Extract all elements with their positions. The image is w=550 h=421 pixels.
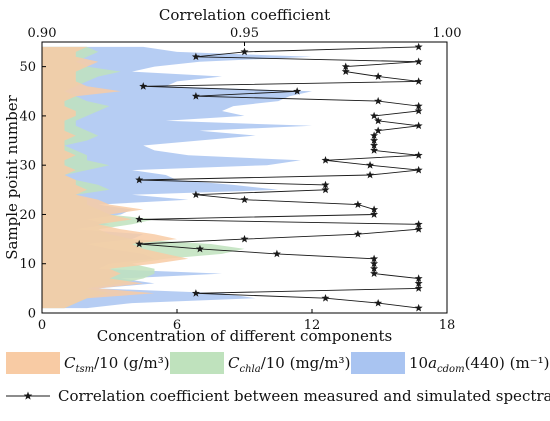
correlation-point (321, 156, 330, 164)
left-tick-label: 50 (19, 60, 36, 75)
correlation-point (366, 170, 375, 179)
correlation-point (414, 165, 423, 174)
correlation-point (370, 210, 379, 218)
correlation-point (353, 229, 362, 238)
correlation-point (191, 52, 200, 61)
correlation-point (135, 215, 144, 223)
legend-swatch-cdom (351, 352, 405, 374)
correlation-point (370, 205, 379, 213)
left-tick-label: 30 (19, 159, 36, 174)
correlation-point (374, 126, 383, 135)
correlation-point (370, 254, 379, 263)
area-series-2 (42, 46, 189, 309)
correlation-point (414, 279, 423, 287)
correlation-point (414, 220, 423, 228)
left-tick-label: 0 (28, 307, 36, 322)
area-series-0 (42, 46, 312, 309)
correlation-point (240, 47, 249, 56)
correlation-point (293, 87, 302, 95)
correlation-line (139, 46, 420, 309)
bottom-tick-label: 0 (38, 318, 46, 333)
correlation-point (370, 141, 379, 149)
correlation-point (135, 175, 144, 184)
correlation-point (414, 151, 423, 159)
correlation-point (370, 269, 379, 277)
correlation-point (321, 185, 330, 194)
correlation-point (374, 72, 383, 80)
correlation-point (321, 180, 330, 189)
correlation-point (414, 101, 423, 110)
correlation-point (374, 116, 383, 125)
bottom-tick-label: 12 (304, 318, 321, 333)
correlation-point (370, 136, 379, 144)
left-tick-label: 10 (19, 257, 36, 272)
bottom-tick-label: 6 (173, 318, 181, 333)
correlation-point (374, 96, 383, 105)
top-axis-title: Correlation coefficient (159, 6, 330, 24)
legend-swatch-chla (170, 352, 224, 374)
legend-label-chla: Cchla/10 (mg/m³) (228, 354, 350, 375)
legend: Ctsm/10 (g/m³) Cchla/10 (mg/m³) 10acdom(44… (6, 352, 550, 405)
correlation-point (414, 106, 423, 115)
correlation-point (341, 62, 350, 71)
correlation-point (414, 42, 423, 51)
correlation-point (366, 160, 375, 169)
correlation-point (272, 249, 281, 258)
correlation-series-group (135, 42, 423, 312)
correlation-point (353, 200, 362, 208)
correlation-point (414, 303, 423, 312)
bottom-tick-label: 18 (439, 318, 456, 333)
correlation-point (414, 121, 423, 130)
top-tick-label: 1.00 (433, 26, 462, 41)
correlation-point (135, 239, 144, 248)
correlation-point (195, 244, 204, 253)
top-tick-label: 0.90 (28, 26, 57, 41)
correlation-point (414, 77, 423, 85)
area-series-group (42, 46, 312, 309)
correlation-point (240, 234, 249, 243)
correlation-point (370, 111, 379, 120)
correlation-point (139, 82, 148, 90)
correlation-point (414, 225, 423, 233)
correlation-point (370, 264, 379, 273)
correlation-point (341, 67, 350, 75)
correlation-point (370, 259, 379, 268)
correlation-point (414, 274, 423, 282)
correlation-point (240, 195, 249, 204)
correlation-point (374, 298, 383, 307)
correlation-point (370, 146, 379, 154)
left-tick-label: 20 (19, 208, 36, 223)
correlation-point (370, 131, 379, 140)
correlation-point (414, 284, 423, 292)
left-axis-title: Sample point number (3, 94, 21, 259)
correlation-point (191, 289, 200, 297)
bottom-axis-title: Concentration of different components (97, 327, 393, 345)
correlation-point (191, 92, 200, 100)
legend-label-corr: Correlation coefficient between measured… (58, 387, 550, 405)
legend-star-icon (23, 391, 33, 400)
legend-swatch-tsm (6, 352, 60, 374)
top-tick-label: 0.95 (230, 26, 259, 41)
left-tick-label: 40 (19, 109, 36, 124)
correlation-point (191, 190, 200, 199)
tick-group: 0 6 12 18 0.90 0.95 1.00 0 10 20 30 40 50 (19, 26, 461, 333)
correlation-point (321, 294, 330, 302)
legend-label-cdom: 10acdom(440) (m⁻¹) (409, 354, 550, 375)
correlation-point (414, 57, 423, 66)
legend-label-tsm: Ctsm/10 (g/m³) (64, 354, 170, 375)
